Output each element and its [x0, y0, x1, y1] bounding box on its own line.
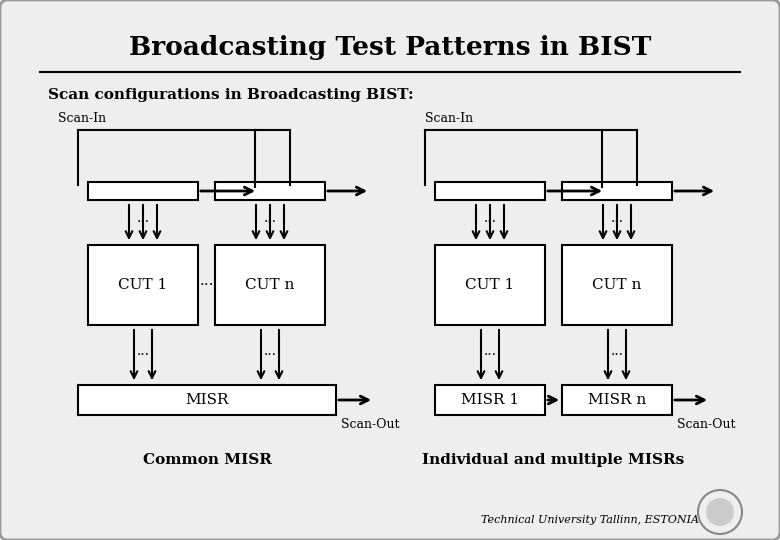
Bar: [562, 245, 672, 325]
Text: MISR n: MISR n: [588, 393, 646, 407]
Bar: [562, 182, 672, 200]
Text: ···: ···: [136, 215, 150, 230]
Text: Scan-Out: Scan-Out: [677, 418, 736, 431]
Text: ···: ···: [484, 215, 497, 230]
Text: Common MISR: Common MISR: [143, 453, 271, 467]
Text: MISR: MISR: [186, 393, 229, 407]
Text: CUT 1: CUT 1: [466, 278, 515, 292]
Text: ···: ···: [264, 348, 277, 362]
Text: CUT n: CUT n: [592, 278, 642, 292]
Text: Broadcasting Test Patterns in BIST: Broadcasting Test Patterns in BIST: [129, 36, 651, 60]
Bar: [215, 245, 325, 325]
Text: CUT n: CUT n: [246, 278, 295, 292]
Text: CUT 1: CUT 1: [119, 278, 168, 292]
Text: MISR 1: MISR 1: [461, 393, 519, 407]
Bar: [88, 245, 198, 325]
Bar: [88, 182, 198, 200]
Text: ···: ···: [136, 348, 150, 362]
Text: Scan-In: Scan-In: [58, 112, 106, 125]
Bar: [435, 385, 545, 415]
Bar: [78, 385, 336, 415]
Text: Scan configurations in Broadcasting BIST:: Scan configurations in Broadcasting BIST…: [48, 88, 413, 102]
Text: ···: ···: [611, 215, 623, 230]
Bar: [435, 245, 545, 325]
Text: ···: ···: [611, 348, 623, 362]
Circle shape: [706, 498, 734, 526]
Bar: [215, 182, 325, 200]
Bar: [562, 385, 672, 415]
Bar: [435, 182, 545, 200]
Text: Individual and multiple MISRs: Individual and multiple MISRs: [423, 453, 685, 467]
Text: Scan-In: Scan-In: [425, 112, 473, 125]
Text: Scan-Out: Scan-Out: [341, 418, 399, 431]
Text: ···: ···: [199, 278, 214, 292]
Text: ···: ···: [484, 348, 497, 362]
Text: Technical University Tallinn, ESTONIA: Technical University Tallinn, ESTONIA: [481, 515, 699, 525]
Text: ···: ···: [264, 215, 277, 230]
